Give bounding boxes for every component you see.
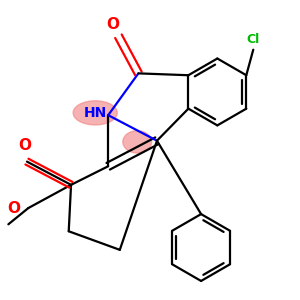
Text: Cl: Cl	[247, 33, 260, 46]
Text: O: O	[106, 16, 119, 32]
Ellipse shape	[123, 131, 152, 153]
Text: O: O	[7, 201, 20, 216]
Ellipse shape	[73, 101, 117, 125]
Text: HN: HN	[84, 106, 107, 120]
Text: O: O	[18, 138, 31, 153]
